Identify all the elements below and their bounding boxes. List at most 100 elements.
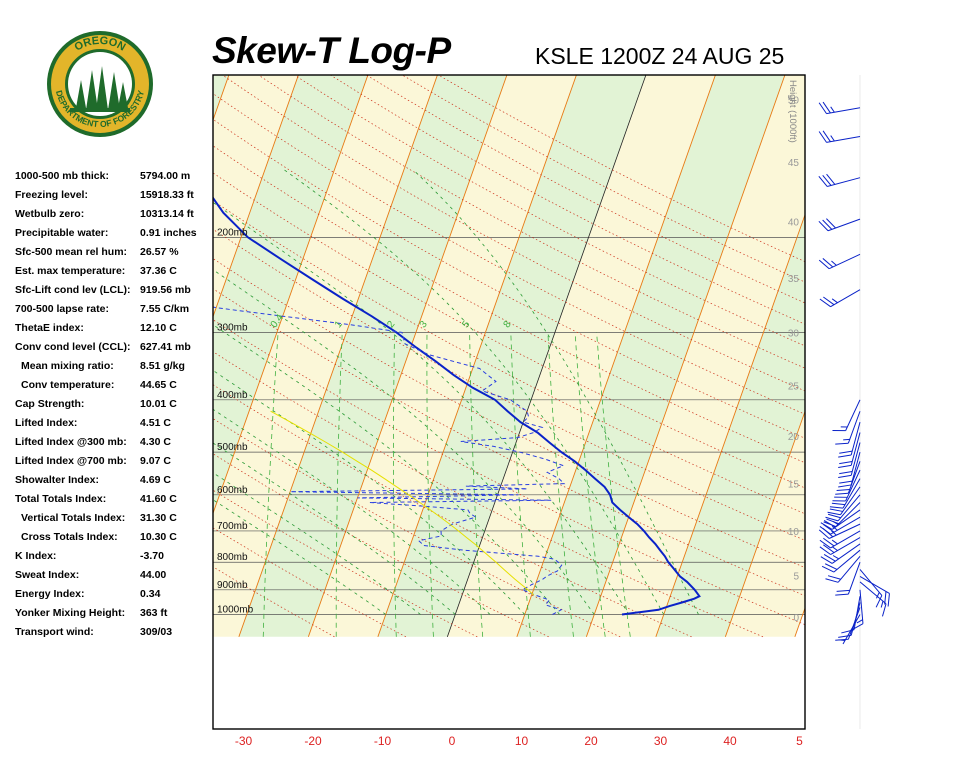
x-tick-label: -20 (304, 734, 322, 748)
index-label: Cross Totals Index: (21, 531, 118, 543)
mixing-ratio-label: 2 (385, 319, 397, 331)
index-value: 44.65 C (140, 379, 177, 391)
index-row: Est. max temperature: 37.36 C (15, 265, 235, 284)
index-value: 8.51 g/kg (140, 360, 185, 372)
mixing-ratio-line (469, 332, 484, 637)
mixing-ratio-line (426, 332, 434, 637)
index-label: Lifted Index: (15, 417, 78, 429)
isotherm-line (516, 75, 716, 637)
pressure-label: 200mb (217, 227, 248, 238)
mixing-ratio-line (510, 332, 531, 637)
index-row: 1000-500 mb thick: 5794.00 m (15, 170, 235, 189)
index-label: Energy Index: (15, 588, 85, 600)
index-label: Lifted Index @700 mb: (15, 455, 127, 467)
x-tick-label: 10 (515, 734, 529, 748)
isotherm-line (655, 213, 805, 637)
dry-adiabat-line (213, 489, 478, 638)
index-label: Transport wind: (15, 626, 94, 638)
isotherm-band (516, 75, 785, 637)
index-row: Lifted Index @700 mb: 9.07 C (15, 455, 235, 474)
index-label: Sweat Index: (15, 569, 80, 581)
wind-barb (818, 253, 861, 270)
mixing-ratio-label: 5 (460, 319, 472, 331)
wind-barb (859, 581, 887, 617)
moist-adiabat-line (213, 369, 525, 615)
chart-title: Skew-T Log-P (212, 30, 451, 71)
index-row: Showalter Index: 4.69 C (15, 474, 235, 493)
index-value: 4.30 C (140, 436, 171, 448)
index-value: 31.30 C (140, 512, 177, 524)
mixing-ratio-line (335, 332, 343, 637)
wind-barb (835, 461, 861, 495)
x-tick-label: -10 (374, 734, 392, 748)
mixing-ratio-line (596, 332, 631, 637)
index-value: 0.91 inches (140, 227, 197, 239)
index-value: 10.01 C (140, 398, 177, 410)
pressure-label: 700mb (217, 521, 248, 532)
isotherm-band (213, 75, 438, 637)
x-tick-label: 30 (654, 734, 668, 748)
index-label: Est. max temperature: (15, 265, 126, 277)
height-tick-label: 50 (788, 95, 800, 106)
index-value: 309/03 (140, 626, 173, 638)
index-row: Mean mixing ratio: 8.51 g/kg (15, 360, 235, 379)
wind-barb (832, 469, 861, 502)
wind-barb (827, 486, 861, 516)
index-row: K Index: -3.70 (15, 550, 235, 569)
wind-barb (859, 575, 890, 607)
index-value: 41.60 C (140, 493, 177, 505)
index-value: 919.56 mb (140, 284, 191, 296)
index-label: Showalter Index: (15, 474, 100, 486)
index-row: Conv temperature: 44.65 C (15, 379, 235, 398)
x-tick-label: 5 (796, 734, 803, 748)
mixing-ratio-label: 8 (502, 319, 514, 331)
pressure-label: 500mb (217, 442, 248, 453)
oregon-department-of-forestry-logo: OREGON DEPARTMENT OF FORESTRY (47, 31, 153, 137)
index-value: -3.70 (140, 550, 164, 562)
mixing-ratio-line (393, 332, 397, 637)
wind-barb (819, 289, 861, 308)
index-value: 9.07 C (140, 455, 171, 467)
index-row: Freezing level: 15918.33 ft (15, 189, 235, 208)
pressure-label: 900mb (217, 580, 248, 591)
isotherm-line (724, 410, 805, 637)
index-row: Yonker Mixing Height: 363 ft (15, 607, 235, 626)
x-tick-label: 40 (723, 734, 737, 748)
index-value: 4.69 C (140, 474, 171, 486)
height-tick-label: 15 (788, 480, 800, 491)
wind-barb (823, 502, 861, 528)
dry-adiabat-line (213, 228, 805, 541)
index-value: 15918.33 ft (140, 189, 194, 201)
index-value: 627.41 mb (140, 341, 191, 353)
wind-barb (819, 530, 861, 549)
index-value: 12.10 C (140, 322, 177, 334)
pressure-label: 800mb (217, 552, 248, 563)
wind-barb (820, 543, 861, 564)
isotherm-band (586, 75, 805, 637)
dry-adiabat-line (213, 258, 805, 568)
index-label: Yonker Mixing Height: (15, 607, 126, 619)
index-label: Freezing level: (15, 189, 88, 201)
index-value: 5794.00 m (140, 170, 191, 182)
index-label: Wetbulb zero: (15, 208, 85, 220)
index-label: Sfc-500 mean rel hum: (15, 246, 128, 258)
index-value: 44.00 (140, 569, 167, 581)
isotherm-line (238, 75, 438, 637)
height-tick-label: 25 (788, 381, 800, 392)
station-time-label: KSLE 1200Z 24 AUG 25 (535, 43, 785, 69)
index-value: 0.34 (140, 588, 161, 600)
index-row: Sfc-500 mean rel hum: 26.57 % (15, 246, 235, 265)
parcel-profile-line (270, 410, 535, 596)
pressure-label: 300mb (217, 322, 248, 333)
x-tick-label: 0 (449, 734, 456, 748)
mixing-ratio-label: 1 (333, 319, 345, 331)
temperature-profile-line (213, 196, 701, 616)
isotherm-band (308, 75, 577, 637)
index-row: Total Totals Index: 41.60 C (15, 493, 235, 512)
wind-barb (821, 549, 861, 573)
isotherm-line (307, 75, 508, 637)
index-row: Wetbulb zero: 10313.14 ft (15, 208, 235, 227)
moist-adiabat-line (213, 269, 595, 615)
isotherm-band (213, 75, 299, 317)
